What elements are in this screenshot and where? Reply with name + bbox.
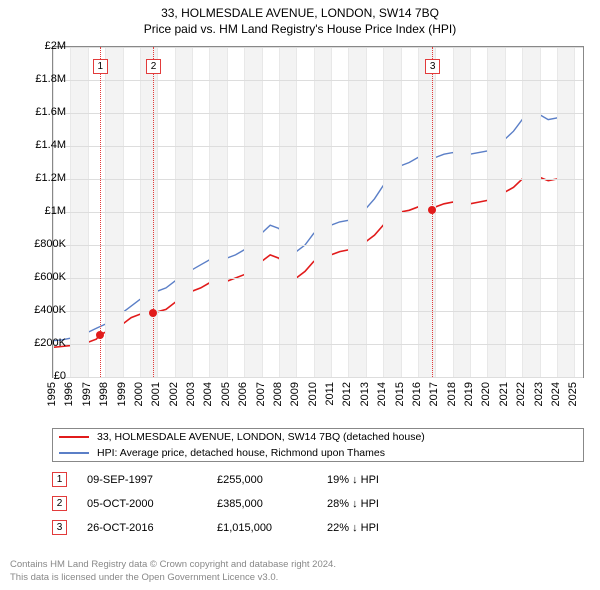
- sale-marker-dot: [96, 331, 104, 339]
- x-tick-label: 1997: [81, 382, 93, 406]
- hgrid: [53, 344, 583, 345]
- x-tick-label: 2022: [515, 382, 527, 406]
- sale-price: £1,015,000: [217, 522, 327, 534]
- sale-marker-box: 3: [425, 59, 440, 74]
- x-tick-label: 2006: [237, 382, 249, 406]
- sale-delta: 28% ↓ HPI: [327, 498, 417, 510]
- y-tick-label: £200K: [16, 337, 66, 349]
- y-tick-label: £400K: [16, 304, 66, 316]
- footnote-line2: This data is licensed under the Open Gov…: [10, 572, 278, 583]
- hgrid: [53, 245, 583, 246]
- legend-swatch: [59, 436, 89, 438]
- chart-title: 33, HOLMESDALE AVENUE, LONDON, SW14 7BQ: [0, 0, 600, 20]
- y-tick-label: £1.4M: [16, 139, 66, 151]
- x-tick-label: 2013: [359, 382, 371, 406]
- footnote: Contains HM Land Registry data © Crown c…: [10, 559, 336, 584]
- x-tick-label: 2000: [133, 382, 145, 406]
- legend-label: 33, HOLMESDALE AVENUE, LONDON, SW14 7BQ …: [97, 431, 425, 443]
- sale-row: 2 05-OCT-2000£385,00028% ↓ HPI: [52, 496, 417, 511]
- sale-row: 3 26-OCT-2016£1,015,00022% ↓ HPI: [52, 520, 417, 535]
- hgrid: [53, 179, 583, 180]
- hgrid: [53, 146, 583, 147]
- x-tick-label: 2018: [446, 382, 458, 406]
- x-tick-label: 2021: [498, 382, 510, 406]
- sale-row-marker: 2: [52, 496, 67, 511]
- y-tick-label: £600K: [16, 271, 66, 283]
- x-tick-label: 1998: [98, 382, 110, 406]
- hgrid: [53, 113, 583, 114]
- x-tick-label: 2009: [289, 382, 301, 406]
- sale-date: 26-OCT-2016: [87, 522, 217, 534]
- x-tick-label: 2012: [341, 382, 353, 406]
- legend-row: HPI: Average price, detached house, Rich…: [53, 445, 583, 461]
- sale-marker-line: [153, 47, 154, 377]
- sale-marker-box: 1: [93, 59, 108, 74]
- x-tick-label: 2019: [463, 382, 475, 406]
- sale-marker-box: 2: [146, 59, 161, 74]
- x-tick-label: 2017: [428, 382, 440, 406]
- sale-marker-dot: [428, 206, 436, 214]
- x-tick-label: 2002: [168, 382, 180, 406]
- legend-swatch: [59, 452, 89, 454]
- sale-row-marker: 3: [52, 520, 67, 535]
- footnote-line1: Contains HM Land Registry data © Crown c…: [10, 559, 336, 570]
- y-tick-label: £1.6M: [16, 106, 66, 118]
- x-tick-label: 2024: [550, 382, 562, 406]
- sale-marker-line: [100, 47, 101, 377]
- sale-price: £255,000: [217, 474, 327, 486]
- sale-row-marker: 1: [52, 472, 67, 487]
- y-tick-label: £1.8M: [16, 73, 66, 85]
- x-tick-label: 2007: [255, 382, 267, 406]
- x-tick-label: 1995: [46, 382, 58, 406]
- legend-label: HPI: Average price, detached house, Rich…: [97, 447, 385, 459]
- x-tick-label: 2025: [567, 382, 579, 406]
- x-tick-label: 2014: [376, 382, 388, 406]
- sale-delta: 19% ↓ HPI: [327, 474, 417, 486]
- x-tick-label: 2011: [324, 382, 336, 406]
- x-tick-label: 2001: [150, 382, 162, 406]
- x-tick-label: 2004: [202, 382, 214, 406]
- x-tick-label: 2023: [533, 382, 545, 406]
- chart-subtitle: Price paid vs. HM Land Registry's House …: [0, 20, 600, 40]
- hgrid: [53, 311, 583, 312]
- hgrid: [53, 278, 583, 279]
- hgrid: [53, 212, 583, 213]
- sale-row: 1 09-SEP-1997£255,00019% ↓ HPI: [52, 472, 417, 487]
- x-tick-label: 1999: [116, 382, 128, 406]
- chart-plot-area: 1 2 3: [52, 46, 584, 378]
- hgrid: [53, 47, 583, 48]
- sale-marker-dot: [149, 309, 157, 317]
- legend-row: 33, HOLMESDALE AVENUE, LONDON, SW14 7BQ …: [53, 429, 583, 445]
- x-tick-label: 2010: [307, 382, 319, 406]
- legend-box: 33, HOLMESDALE AVENUE, LONDON, SW14 7BQ …: [52, 428, 584, 462]
- sale-date: 05-OCT-2000: [87, 498, 217, 510]
- x-tick-label: 2020: [480, 382, 492, 406]
- x-tick-label: 2008: [272, 382, 284, 406]
- x-tick-label: 2005: [220, 382, 232, 406]
- hgrid: [53, 377, 583, 378]
- y-tick-label: £2M: [16, 40, 66, 52]
- x-tick-label: 2015: [394, 382, 406, 406]
- chart-container: 33, HOLMESDALE AVENUE, LONDON, SW14 7BQ …: [0, 0, 600, 590]
- y-tick-label: £1M: [16, 205, 66, 217]
- x-tick-label: 1996: [63, 382, 75, 406]
- sale-date: 09-SEP-1997: [87, 474, 217, 486]
- hgrid: [53, 80, 583, 81]
- x-tick-label: 2003: [185, 382, 197, 406]
- sale-delta: 22% ↓ HPI: [327, 522, 417, 534]
- y-tick-label: £1.2M: [16, 172, 66, 184]
- x-tick-label: 2016: [411, 382, 423, 406]
- y-tick-label: £800K: [16, 238, 66, 250]
- y-tick-label: £0: [16, 370, 66, 382]
- sale-price: £385,000: [217, 498, 327, 510]
